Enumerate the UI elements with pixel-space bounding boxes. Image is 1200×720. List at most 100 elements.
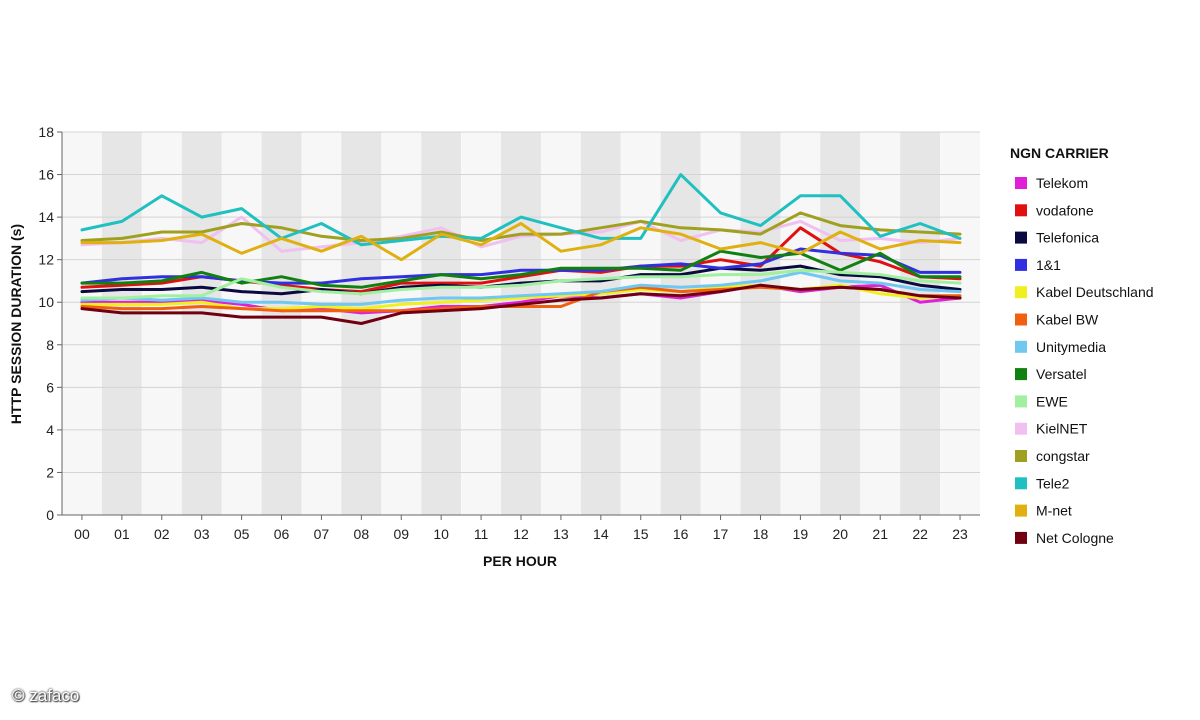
legend-swatch [1015,504,1027,517]
column-band [261,132,302,515]
x-tick-label: 10 [433,526,449,542]
column-band [421,132,462,515]
y-tick-label: 2 [46,464,54,480]
legend-title: NGN CARRIER [1010,145,1109,161]
column-band [820,132,861,515]
legend-swatch [1015,313,1027,326]
x-tick-label: 00 [74,526,90,542]
legend-swatch [1015,177,1027,189]
x-tick-label: 18 [753,526,769,542]
column-band [101,132,142,515]
legend-swatch [1015,204,1027,217]
legend-label: EWE [1036,393,1068,409]
y-tick-label: 8 [46,337,54,353]
y-tick-label: 4 [46,422,54,438]
column-band [461,132,502,515]
legend-label: Kabel Deutschland [1036,284,1154,300]
series-line-ewe [80,268,962,300]
series-line-telefonica [80,264,962,296]
column-band [860,132,901,515]
x-tick-label: 02 [154,526,170,542]
legend-label: KielNET [1036,421,1088,437]
y-tick-label: 14 [38,209,54,225]
column-band [580,132,621,515]
series-line-unitymedia [80,270,962,306]
legend-swatch [1015,258,1027,271]
legend-swatch [1015,368,1027,381]
legend-swatch [1015,531,1027,544]
legend-swatch [1015,340,1027,353]
x-tick-label: 15 [633,526,649,542]
x-tick-label: 03 [194,526,210,542]
column-band [740,132,781,515]
x-tick-label: 05 [234,526,250,542]
y-tick-label: 16 [38,167,54,183]
column-band [381,132,422,515]
legend-swatch [1015,450,1027,462]
series-line-m-net [80,222,962,262]
column-band [181,132,222,515]
column-band [501,132,541,515]
legend-swatch [1015,231,1027,244]
x-tick-label: 14 [593,526,609,542]
legend: NGN CARRIER Telekom vodafone Telefonica 1&1… [1010,145,1154,546]
y-tick-label: 18 [38,124,54,140]
x-axis-title: PER HOUR [483,553,557,569]
legend-swatch [1015,395,1027,408]
x-tick-label: 19 [793,526,809,542]
y-tick-label: 0 [46,507,54,523]
x-tick-label: 17 [713,526,729,542]
column-band [700,132,741,515]
column-band [301,132,342,515]
series-line-congstar [80,211,962,242]
watermark: © zafaco [12,686,80,705]
x-tick-label: 22 [912,526,928,542]
x-tick-label: 06 [274,526,290,542]
column-band [141,132,182,515]
y-tick-label: 10 [38,294,54,310]
series-lines [80,173,962,325]
x-tick-label: 11 [474,526,489,542]
x-tick-label: 09 [393,526,409,542]
y-tick-label: 6 [46,379,54,395]
column-band [940,132,980,515]
x-tick-label: 20 [833,526,849,542]
series-line-net-cologne [80,283,962,325]
x-tick-label: 01 [114,526,130,542]
column-band [540,132,581,515]
series-line-versatel [80,249,962,289]
series-line-tele2 [80,173,962,247]
column-band [221,132,262,515]
y-axis-title: HTTP SESSION DURATION (s) [8,224,24,424]
x-tick-label: 21 [872,526,888,542]
legend-label: congstar [1036,448,1090,464]
legend-label: 1&1 [1036,257,1061,273]
x-tick-label: 13 [553,526,569,542]
column-band [780,132,821,515]
column-band [62,132,102,515]
x-tick-label: 07 [314,526,330,542]
legend-label: Telefonica [1036,230,1099,246]
legend-label: Versatel [1036,366,1087,382]
legend-label: M-net [1036,503,1072,519]
x-tick-label: 08 [354,526,370,542]
legend-label: Net Cologne [1036,530,1114,546]
legend-label: Unitymedia [1036,339,1106,355]
x-tick-label: 23 [952,526,968,542]
legend-swatch [1015,286,1027,299]
legend-label: vodafone [1036,202,1094,218]
y-tick-label: 12 [38,252,54,268]
plot-background [62,132,980,515]
column-band [900,132,941,515]
x-tick-label: 12 [513,526,529,542]
x-axis-ticks: 00 01 02 03 05 06 07 08 09 10 11 12 13 14 15 16 17 18 19 20… [74,515,968,542]
y-axis-ticks: 0 2 4 6 8 10 12 14 16 18 [38,124,62,523]
legend-label: Tele2 [1036,475,1070,491]
legend-label: Telekom [1036,175,1088,191]
legend-label: Kabel BW [1036,312,1099,328]
legend-swatch [1015,477,1027,490]
x-tick-label: 16 [673,526,689,542]
column-band [620,132,661,515]
legend-swatch [1015,422,1027,435]
